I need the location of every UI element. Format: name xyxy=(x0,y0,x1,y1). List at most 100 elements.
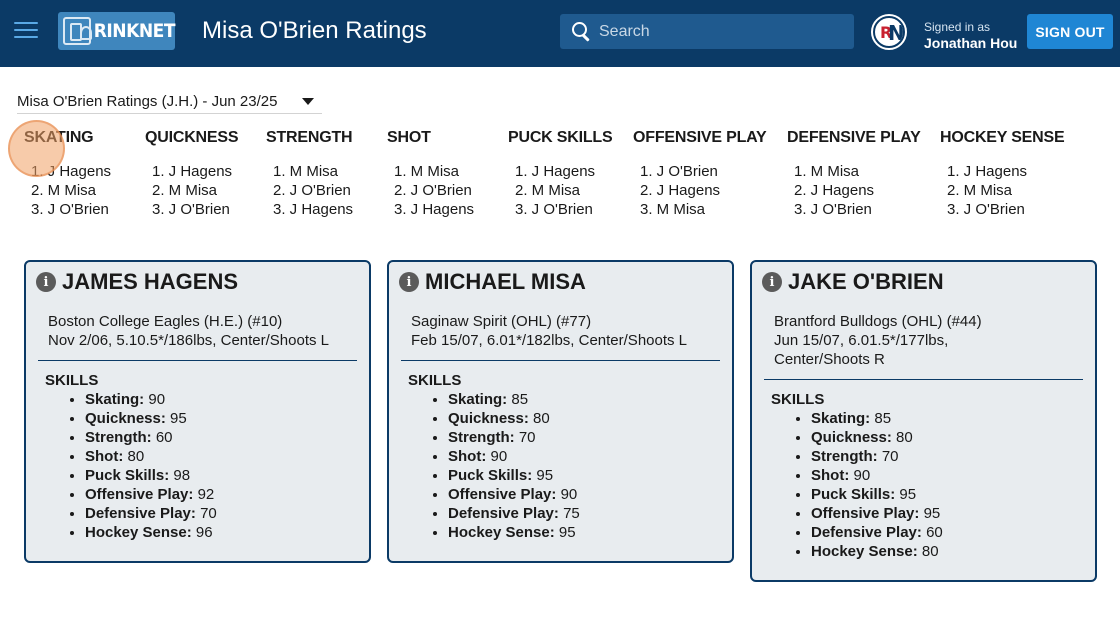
ranking-item: 2. M Misa xyxy=(31,182,97,199)
ranking-item: 2. M Misa xyxy=(947,182,1013,199)
ranking-list: 1. M Misa 2. J O'Brien 3. J Hagens xyxy=(266,162,353,219)
ranking-header[interactable]: SHOT xyxy=(387,129,431,146)
skill-label: Defensive Play: xyxy=(811,524,922,541)
skill-label: Defensive Play: xyxy=(448,505,559,522)
ranking-item: 3. J O'Brien xyxy=(152,201,230,218)
skill-label: Strength: xyxy=(85,429,152,446)
page-title: Misa O'Brien Ratings xyxy=(202,17,427,44)
skill-item: Strength: 60 xyxy=(85,428,369,447)
skill-value: 96 xyxy=(195,524,213,541)
ranking-item: 3. J O'Brien xyxy=(515,201,593,218)
skill-value: 90 xyxy=(490,448,508,465)
avatar[interactable]: R N xyxy=(869,12,909,52)
player-bio: Feb 15/07, 6.01*/182lbs, Center/Shoots L xyxy=(411,332,688,349)
player-team: Saginaw Spirit (OHL) (#77) xyxy=(411,313,592,330)
skill-label: Quickness: xyxy=(448,410,529,427)
info-icon[interactable]: i xyxy=(399,272,419,292)
search-input[interactable] xyxy=(599,22,839,41)
skill-label: Shot: xyxy=(85,448,124,465)
ranking-list: 1. J Hagens 2. M Misa 3. J O'Brien xyxy=(24,162,111,219)
skill-value: 95 xyxy=(558,524,576,541)
skill-value: 90 xyxy=(148,391,166,408)
ranking-list: 1. J Hagens 2. M Misa 3. J O'Brien xyxy=(145,162,238,219)
skill-value: 70 xyxy=(518,429,536,446)
skill-label: Hockey Sense: xyxy=(811,543,918,560)
divider xyxy=(401,360,720,361)
ranking-item: 1. M Misa xyxy=(794,163,860,180)
skill-item: Skating: 85 xyxy=(448,390,732,409)
ranking-header[interactable]: HOCKEY SENSE xyxy=(940,129,1065,146)
chevron-down-icon xyxy=(302,98,314,105)
player-card-obrien: i JAKE O'BRIEN Brantford Bulldogs (OHL) … xyxy=(750,260,1097,582)
player-team: Boston College Eagles (H.E.) (#10) xyxy=(48,313,283,330)
ranking-column-defensive-play: DEFENSIVE PLAY 1. M Misa 2. J Hagens 3. … xyxy=(787,129,921,219)
ranking-header[interactable]: OFFENSIVE PLAY xyxy=(633,129,767,146)
ranking-header[interactable]: SKATING xyxy=(24,129,94,146)
skill-value: 95 xyxy=(170,410,187,427)
ranking-item: 1. J O'Brien xyxy=(640,163,718,180)
skill-item: Quickness: 80 xyxy=(448,409,732,428)
skill-label: Quickness: xyxy=(85,410,166,427)
ranking-list: 1. M Misa 2. J O'Brien 3. J Hagens xyxy=(387,162,474,219)
ranking-item: 3. J O'Brien xyxy=(947,201,1025,218)
skill-label: Quickness: xyxy=(811,429,892,446)
player-name: JAKE O'BRIEN xyxy=(788,269,944,294)
skill-label: Offensive Play: xyxy=(85,486,194,503)
ranking-item: 3. J Hagens xyxy=(273,201,354,218)
sign-out-button[interactable]: SIGN OUT xyxy=(1027,14,1113,49)
ranking-item: 1. M Misa xyxy=(394,163,460,180)
ranking-item: 2. J Hagens xyxy=(794,182,875,199)
skill-value: 75 xyxy=(563,505,580,522)
ranking-column-puck-skills: PUCK SKILLS 1. J Hagens 2. M Misa 3. J O… xyxy=(508,129,613,219)
skill-value: 98 xyxy=(173,467,191,484)
info-icon[interactable]: i xyxy=(762,272,782,292)
skills-title: SKILLS xyxy=(408,372,462,389)
skill-label: Offensive Play: xyxy=(448,486,557,503)
skill-value: 92 xyxy=(197,486,215,503)
ranking-header[interactable]: DEFENSIVE PLAY xyxy=(787,129,921,146)
skill-label: Strength: xyxy=(448,429,515,446)
player-bio: Nov 2/06, 5.10.5*/186lbs, Center/Shoots … xyxy=(48,332,330,349)
skill-item: Strength: 70 xyxy=(811,447,1095,466)
rinknet-logo[interactable]: RINKNET xyxy=(58,12,176,50)
skill-item: Hockey Sense: 80 xyxy=(811,542,1095,561)
search-box[interactable] xyxy=(560,14,854,49)
player-card-misa: i MICHAEL MISA Saginaw Spirit (OHL) (#77… xyxy=(387,260,734,563)
skill-label: Skating: xyxy=(448,391,508,408)
avatar-letter-r: R xyxy=(880,23,893,42)
ranking-item: 2. M Misa xyxy=(152,182,218,199)
ranking-header[interactable]: PUCK SKILLS xyxy=(508,129,613,146)
skill-value: 85 xyxy=(511,391,529,408)
skill-label: Strength: xyxy=(811,448,878,465)
skill-value: 80 xyxy=(921,543,939,560)
divider xyxy=(38,360,357,361)
ranking-list: 1. J O'Brien 2. J Hagens 3. M Misa xyxy=(633,162,767,219)
ranking-item: 1. J Hagens xyxy=(515,163,596,180)
hamburger-menu-icon[interactable] xyxy=(14,22,38,42)
skill-item: Hockey Sense: 96 xyxy=(85,523,369,542)
ranking-item: 1. J Hagens xyxy=(947,163,1028,180)
ranking-item: 1. J Hagens xyxy=(31,163,112,180)
info-icon[interactable]: i xyxy=(36,272,56,292)
skill-item: Defensive Play: 70 xyxy=(85,504,369,523)
skills-list: Skating: 90 Quickness: 95 Strength: 60 S… xyxy=(85,390,369,561)
ranking-item: 3. M Misa xyxy=(640,201,706,218)
ranking-list: 1. J Hagens 2. M Misa 3. J O'Brien xyxy=(940,162,1064,219)
ranking-header[interactable]: STRENGTH xyxy=(266,129,353,146)
ranking-header[interactable]: QUICKNESS xyxy=(145,129,239,146)
skill-label: Skating: xyxy=(811,410,871,427)
skill-item: Puck Skills: 95 xyxy=(811,485,1095,504)
skill-label: Puck Skills: xyxy=(811,486,896,503)
report-select[interactable]: Misa O'Brien Ratings (J.H.) - Jun 23/25 xyxy=(17,90,322,114)
ranking-column-skating: SKATING 1. J Hagens 2. M Misa 3. J O'Bri… xyxy=(24,129,111,219)
skill-item: Strength: 70 xyxy=(448,428,732,447)
skills-title: SKILLS xyxy=(771,391,825,408)
skill-value: 60 xyxy=(926,524,943,541)
skill-item: Offensive Play: 92 xyxy=(85,485,369,504)
skill-label: Hockey Sense: xyxy=(448,524,555,541)
skill-value: 95 xyxy=(899,486,917,503)
top-bar: RINKNET Misa O'Brien Ratings R N Signed … xyxy=(0,0,1120,67)
report-select-value: Misa O'Brien Ratings (J.H.) - Jun 23/25 xyxy=(17,93,278,110)
skill-label: Shot: xyxy=(448,448,487,465)
skill-item: Defensive Play: 75 xyxy=(448,504,732,523)
